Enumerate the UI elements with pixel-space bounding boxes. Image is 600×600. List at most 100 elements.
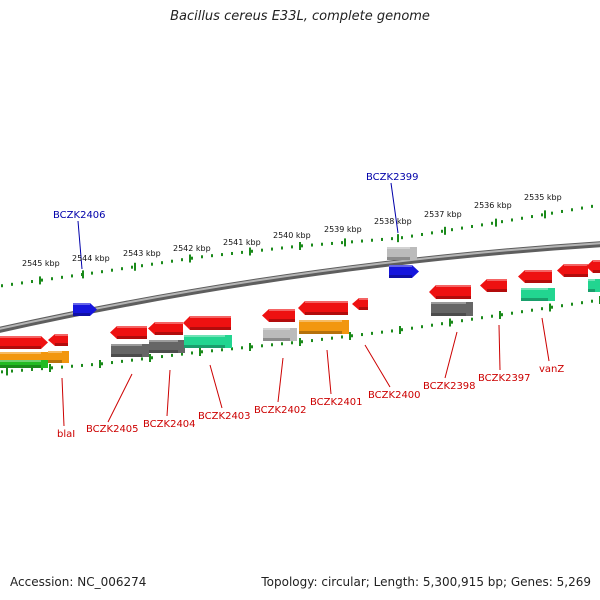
scale-label: 2542 kbp: [173, 244, 211, 253]
outer-tick-track-major-tick: [39, 276, 41, 285]
inner-tick-track-tick: [481, 316, 483, 320]
inner-tick-track: [1, 296, 600, 376]
inner-tick-track-major-tick: [99, 360, 101, 368]
gene-glyph: [263, 328, 297, 341]
outer-tick-track-tick: [351, 240, 353, 244]
gene-shade: [487, 289, 507, 292]
gene-label: vanZ: [539, 364, 564, 375]
inner-tick-track-tick: [281, 342, 283, 346]
outer-tick-track-tick: [381, 237, 383, 241]
gene-label: BCZK2401: [310, 397, 363, 408]
gene-highlight: [521, 288, 548, 290]
gene-body: [298, 301, 348, 315]
outer-tick-track-tick: [41, 278, 43, 282]
gene-shade: [436, 296, 471, 299]
gene-glyph: [111, 344, 149, 357]
outer-tick-track-major-tick: [344, 238, 346, 247]
gene-shade: [359, 307, 368, 310]
inner-tick-track-tick: [441, 322, 443, 326]
gene-highlight: [431, 302, 466, 304]
gene-shade: [0, 365, 41, 368]
outer-tick-track-tick: [401, 236, 403, 240]
gene-shade: [389, 275, 412, 278]
inner-tick-track-major-tick: [299, 338, 301, 346]
inner-tick-track-major-tick: [449, 318, 451, 327]
inner-tick-track-tick: [581, 301, 583, 305]
gene-label: BCZK2402: [254, 405, 307, 416]
gene-shade: [263, 338, 290, 341]
outer-tick-track-major-tick: [495, 218, 497, 227]
outer-tick-track-major-tick: [444, 226, 446, 235]
inner-tick-track-tick: [501, 313, 503, 317]
gene-label: BCZK2397: [478, 373, 531, 384]
gene-shade: [117, 336, 147, 339]
outer-tick-track-tick: [111, 268, 113, 272]
gene-glyph: [298, 301, 348, 315]
inner-tick-track-tick: [191, 351, 193, 355]
gene-glyph: [557, 264, 588, 277]
inner-tick-track-tick: [291, 341, 293, 345]
gene-shade: [564, 274, 588, 277]
outer-tick-track-tick: [221, 253, 223, 257]
scale-label: 2539 kbp: [324, 225, 362, 234]
gene-label: BCZK2398: [423, 381, 476, 392]
gene-glyph: [588, 279, 600, 292]
outer-tick-track-tick: [311, 243, 313, 247]
leader-line: [209, 364, 223, 409]
inner-tick-track-tick: [11, 369, 13, 373]
gene-highlight: [525, 270, 552, 272]
leader-line: [444, 331, 458, 379]
inner-tick-track-tick: [271, 343, 273, 347]
outer-tick-track-tick: [331, 241, 333, 245]
inner-tick-track-tick: [321, 337, 323, 341]
outer-tick-track-tick: [241, 250, 243, 254]
gene-body: [588, 279, 600, 292]
gene-shade: [190, 327, 231, 330]
gene-body: [73, 303, 97, 316]
gene-shade: [149, 350, 178, 353]
outer-tick-track-tick: [421, 232, 423, 236]
inner-tick-track-tick: [511, 311, 513, 315]
outer-tick-track-tick: [301, 244, 303, 248]
outer-tick-track-tick: [161, 261, 163, 265]
gene-body: [480, 279, 507, 292]
scale-label: 2543 kbp: [123, 249, 161, 258]
gene-body: [262, 309, 295, 322]
inner-tick-track-tick: [121, 359, 123, 363]
gene-glyph: [387, 247, 417, 260]
inner-tick-track-major-tick: [399, 326, 401, 334]
inner-tick-track-tick: [231, 347, 233, 351]
gene-highlight: [487, 279, 507, 281]
gene-body: [518, 270, 552, 283]
inner-tick-track-tick: [61, 365, 63, 369]
inner-tick-track-major-tick: [499, 311, 501, 319]
gene-body: [431, 302, 473, 316]
outer-tick-track-tick: [11, 282, 13, 286]
outer-tick-track-tick: [451, 228, 453, 232]
gene-label: BCZK2400: [368, 390, 421, 401]
outer-tick-track-tick: [371, 238, 373, 242]
outer-tick-track-tick: [571, 208, 573, 212]
gene-shade: [588, 289, 595, 292]
gene-shade: [525, 280, 552, 283]
inner-tick-track-major-tick: [349, 332, 351, 340]
outer-tick-track-tick: [471, 224, 473, 228]
scale-label: 2541 kbp: [223, 238, 261, 247]
gene-label: BCZK2406: [53, 210, 106, 221]
outer-tick-track-tick: [21, 281, 23, 285]
inner-tick-track-tick: [461, 319, 463, 323]
leader-line: [166, 369, 171, 417]
inner-tick-track-tick: [301, 340, 303, 344]
gene-label: BCZK2399: [366, 172, 419, 183]
gene-highlight: [269, 309, 295, 311]
map-title: Bacillus cereus E33L, complete genome: [170, 9, 430, 24]
gene-highlight: [359, 298, 368, 300]
scale-label: 2537 kbp: [424, 210, 462, 219]
inner-tick-track-major-tick: [6, 367, 8, 376]
inner-tick-track-tick: [551, 305, 553, 309]
outer-tick-track-tick: [561, 209, 563, 213]
gene-glyph: [586, 260, 600, 273]
gene-body: [521, 288, 555, 301]
gene-body: [263, 328, 297, 341]
